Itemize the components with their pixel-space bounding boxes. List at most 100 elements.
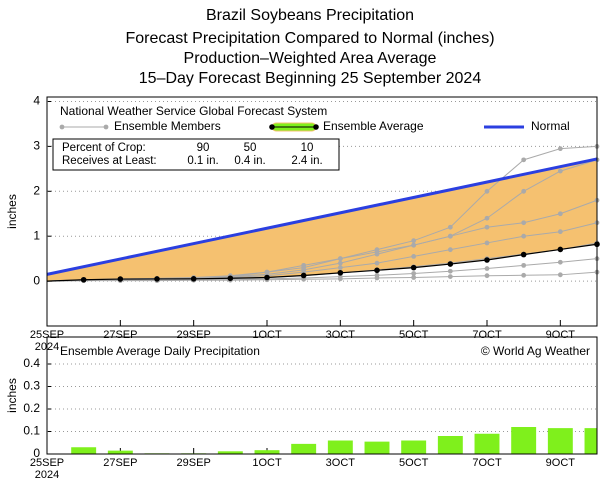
ensemble-member-dot [557,272,563,278]
x-tick-label: 3OCT [326,329,356,341]
x-tick-label: 27SEP [103,457,137,469]
legend-member-dot [59,124,65,130]
ensemble-member-dot [301,276,307,282]
crop-table-cell: 0.4 in. [234,155,265,167]
y-tick-label: 3 [33,139,40,153]
ensemble-member-dot [521,220,527,226]
legend-average-dot [269,124,275,130]
average-dot [410,264,417,271]
ensemble-member-dot [521,262,527,268]
average-dot [447,261,454,267]
ensemble-member-line [46,271,598,282]
ensemble-member-dot [521,188,527,194]
ensemble-member-dot [557,211,563,217]
average-dot [190,276,197,282]
legend-title: National Weather Service Global Forecast… [60,104,327,118]
x-tick-label: 5OCT [399,329,429,341]
bar [107,450,133,454]
y-tick-label: 0.3 [23,379,40,393]
x-tick-label: 29SEP [177,329,211,341]
legend-label: Normal [531,119,570,133]
x-tick-label: 1OCT [252,457,282,469]
x-tick-label: 25SEP [30,329,64,341]
legend-box [53,104,596,135]
average-line [46,243,598,282]
crop-table-cell: Receives at Least: [62,155,157,167]
ensemble-member-dot [411,271,417,276]
ensemble-member-dot [484,266,490,271]
ensemble-member-dot [447,233,453,239]
y-tick-label: 0.2 [23,401,40,415]
chart-subtitle: Production–Weighted Area Average [184,50,437,67]
y-tick-label: 0 [33,273,40,287]
bar [401,440,427,454]
ensemble-member-dot [484,224,490,230]
ensemble-member-dot [337,265,343,271]
y-tick-label: 2 [33,183,40,197]
plot [46,143,600,284]
crop-table-cell: 2.4 in. [291,155,322,167]
bar [71,447,97,454]
ensemble-member-dot [447,274,453,280]
x-tick-label: 29SEP [177,457,211,469]
chart-subtitle: 15–Day Forecast Beginning 25 September 2… [139,70,482,87]
ensemble-member-dot [557,168,563,174]
y-axis-label: inches [5,378,19,413]
crop-table-cell: 90 [197,142,210,154]
bar [291,443,317,454]
ensemble-member-dot [557,229,563,235]
ensemble-member-dot [521,157,527,163]
bar [584,428,597,454]
chart-title: Brazil Soybeans Precipitation [206,7,414,24]
ensemble-member-dot [557,259,563,265]
ensemble-member-dot [337,276,343,282]
ensemble-member-dot [484,215,490,221]
x-year-label: 2024 [35,469,59,481]
crop-table-box [52,138,340,171]
ensemble-member-dot [484,188,490,194]
average-dot [520,251,527,258]
y-tick-label: 0 [33,446,40,460]
crop-table-cell: 0.1 in. [187,155,218,167]
crop-table-cell: 10 [301,142,314,154]
y-tick-label: 4 [33,94,40,108]
ensemble-member-dot [484,240,490,246]
x-tick-label: 5OCT [399,457,429,469]
bar [254,450,280,454]
bar [547,428,573,454]
bar [474,433,500,454]
plot-frame [46,96,598,327]
bar [364,441,390,454]
average-dot [484,257,490,263]
crop-table-cell: Percent of Crop: [62,142,146,154]
average-dot [117,276,124,282]
ensemble-member-dot [374,251,380,257]
ensemble-member-dot [521,272,527,278]
ensemble-member-dot [337,260,343,266]
average-dot [80,276,87,283]
credit: © World Ag Weather [481,344,590,358]
x-tick-label: 7OCT [472,457,502,469]
panel-title: Ensemble Average Daily Precipitation [60,344,260,358]
ensemble-member-dot [484,273,490,279]
ensemble-member-dot [557,146,563,152]
x-tick-label: 27SEP [103,329,137,341]
y-tick-label: 1 [33,228,40,242]
ensemble-member-dot [521,233,527,239]
bar [217,451,243,454]
y-tick-label: 0.4 [23,356,40,370]
area [47,158,597,282]
chart-subtitle: Forecast Precipitation Compared to Norma… [125,30,494,47]
ensemble-member-dot [447,247,453,253]
legend-label: Ensemble Members [114,119,221,133]
ensemble-member-dot [447,268,453,274]
ensemble-member-dot [411,275,417,280]
y-axis-label: inches [5,194,19,229]
ensemble-member-dot [337,256,343,262]
average-dot [227,275,234,282]
x-tick-label: 3OCT [326,457,356,469]
x-tick-label: 9OCT [546,329,576,341]
average-dot [300,272,307,279]
y-tick-label: 0.1 [23,424,40,438]
